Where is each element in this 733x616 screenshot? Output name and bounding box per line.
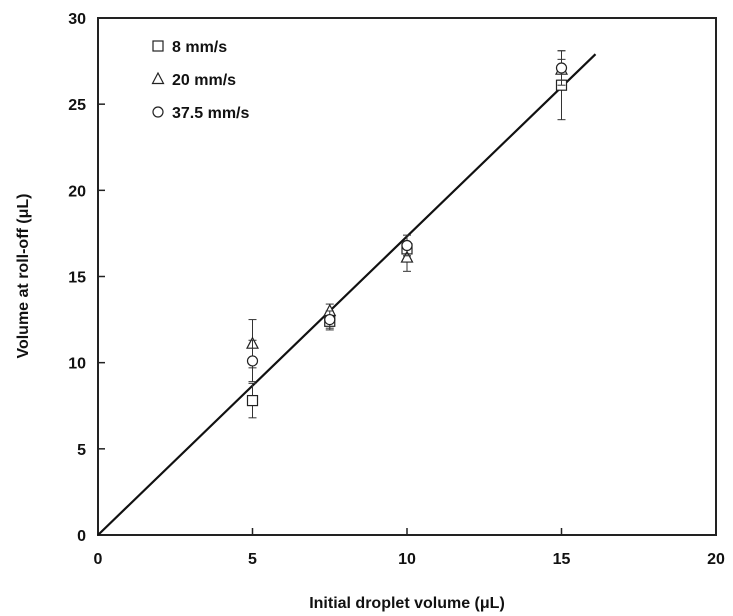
- legend-marker-circle: [152, 106, 164, 118]
- legend-label: 37.5 mm/s: [172, 105, 249, 122]
- x-tick-label: 5: [248, 551, 257, 568]
- y-tick-label: 20: [68, 183, 86, 200]
- series-triangle: [246, 58, 568, 369]
- y-axis: 0 5 10 15 20 25 30: [68, 11, 105, 545]
- plot-area: [97, 17, 717, 536]
- data-point: [401, 239, 413, 252]
- series-circle: [246, 50, 568, 383]
- legend: 8 mm/s 20 mm/s 37.5 mm/s: [151, 39, 249, 122]
- x-tick-label: 15: [553, 551, 571, 568]
- data-point: [555, 62, 568, 74]
- fit-line: [97, 53, 597, 536]
- x-tick-label: 10: [398, 551, 416, 568]
- y-axis-title: Volume at roll-off (μL): [15, 193, 32, 358]
- y-tick-label: 30: [68, 11, 86, 28]
- y-tick-label: 25: [68, 97, 86, 114]
- data-point: [324, 313, 336, 326]
- y-tick-label: 10: [68, 356, 86, 373]
- data-point: [400, 250, 414, 263]
- fit-line-group: [97, 53, 597, 536]
- legend-label: 8 mm/s: [172, 39, 227, 56]
- y-tick-label: 5: [77, 442, 86, 459]
- legend-marker-triangle: [151, 71, 165, 85]
- x-axis: 0 5 10 15 20: [94, 528, 725, 568]
- data-point: [246, 394, 259, 407]
- x-tick-label: 0: [94, 551, 103, 568]
- y-tick-label: 15: [68, 270, 86, 287]
- y-tick-label: 0: [77, 528, 86, 545]
- legend-marker-square: [152, 40, 164, 52]
- series-square: [246, 50, 568, 419]
- data-point: [246, 355, 259, 367]
- legend-label: 20 mm/s: [172, 72, 236, 89]
- x-tick-label: 20: [707, 551, 725, 568]
- data-marks: [246, 50, 568, 419]
- x-axis-title: Initial droplet volume (μL): [309, 595, 505, 612]
